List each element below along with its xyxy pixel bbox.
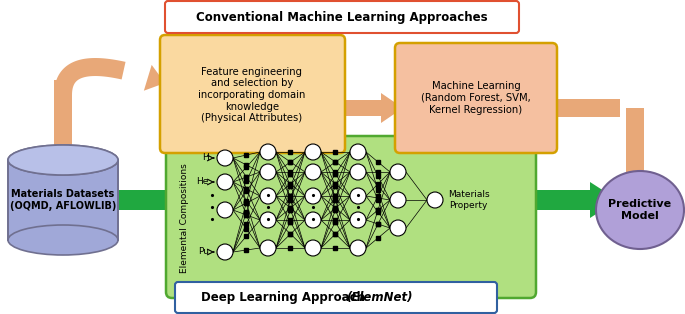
- Circle shape: [427, 192, 443, 208]
- Polygon shape: [590, 182, 618, 218]
- Circle shape: [260, 212, 276, 228]
- Ellipse shape: [8, 225, 118, 255]
- Circle shape: [305, 240, 321, 256]
- Circle shape: [350, 188, 366, 204]
- Text: Deep Learning Approach: Deep Learning Approach: [201, 291, 369, 305]
- Polygon shape: [340, 100, 390, 116]
- FancyBboxPatch shape: [166, 136, 536, 298]
- Polygon shape: [552, 99, 620, 117]
- Polygon shape: [118, 190, 604, 210]
- Circle shape: [217, 150, 233, 166]
- Text: Feature engineering
and selection by
incorporating domain
knowledge
(Physical At: Feature engineering and selection by inc…: [199, 67, 306, 123]
- Text: He: He: [197, 177, 209, 187]
- Text: (ElemNet): (ElemNet): [346, 291, 412, 305]
- Text: H: H: [202, 154, 209, 163]
- Polygon shape: [54, 58, 125, 95]
- Polygon shape: [8, 160, 118, 240]
- Circle shape: [350, 164, 366, 180]
- Circle shape: [305, 212, 321, 228]
- Text: Materials Datasets
(OQMD, AFLOWLIB): Materials Datasets (OQMD, AFLOWLIB): [10, 189, 116, 211]
- FancyBboxPatch shape: [165, 1, 519, 33]
- Polygon shape: [626, 108, 644, 195]
- Circle shape: [390, 192, 406, 208]
- Circle shape: [217, 244, 233, 260]
- Circle shape: [260, 164, 276, 180]
- Text: Materials
Property: Materials Property: [448, 190, 490, 210]
- Polygon shape: [8, 160, 118, 240]
- Circle shape: [350, 144, 366, 160]
- Circle shape: [260, 188, 276, 204]
- FancyBboxPatch shape: [175, 282, 497, 313]
- Circle shape: [260, 240, 276, 256]
- Circle shape: [260, 144, 276, 160]
- FancyBboxPatch shape: [160, 35, 345, 153]
- Polygon shape: [144, 65, 165, 91]
- Text: Predictive
Model: Predictive Model: [608, 199, 671, 221]
- Polygon shape: [626, 212, 644, 228]
- Ellipse shape: [8, 145, 118, 175]
- Ellipse shape: [596, 171, 684, 249]
- Text: Elemental Compositions: Elemental Compositions: [181, 163, 190, 273]
- Circle shape: [305, 144, 321, 160]
- Circle shape: [390, 164, 406, 180]
- Circle shape: [305, 164, 321, 180]
- Circle shape: [305, 188, 321, 204]
- FancyBboxPatch shape: [395, 43, 557, 153]
- Circle shape: [217, 174, 233, 190]
- Text: Pu: Pu: [198, 247, 209, 257]
- Ellipse shape: [8, 145, 118, 175]
- Polygon shape: [54, 80, 72, 195]
- Circle shape: [217, 202, 233, 218]
- Circle shape: [350, 212, 366, 228]
- Circle shape: [390, 220, 406, 236]
- Circle shape: [350, 240, 366, 256]
- Text: Machine Learning
(Random Forest, SVM,
Kernel Regression): Machine Learning (Random Forest, SVM, Ke…: [421, 81, 531, 115]
- Polygon shape: [381, 93, 403, 123]
- Text: Conventional Machine Learning Approaches: Conventional Machine Learning Approaches: [196, 10, 488, 24]
